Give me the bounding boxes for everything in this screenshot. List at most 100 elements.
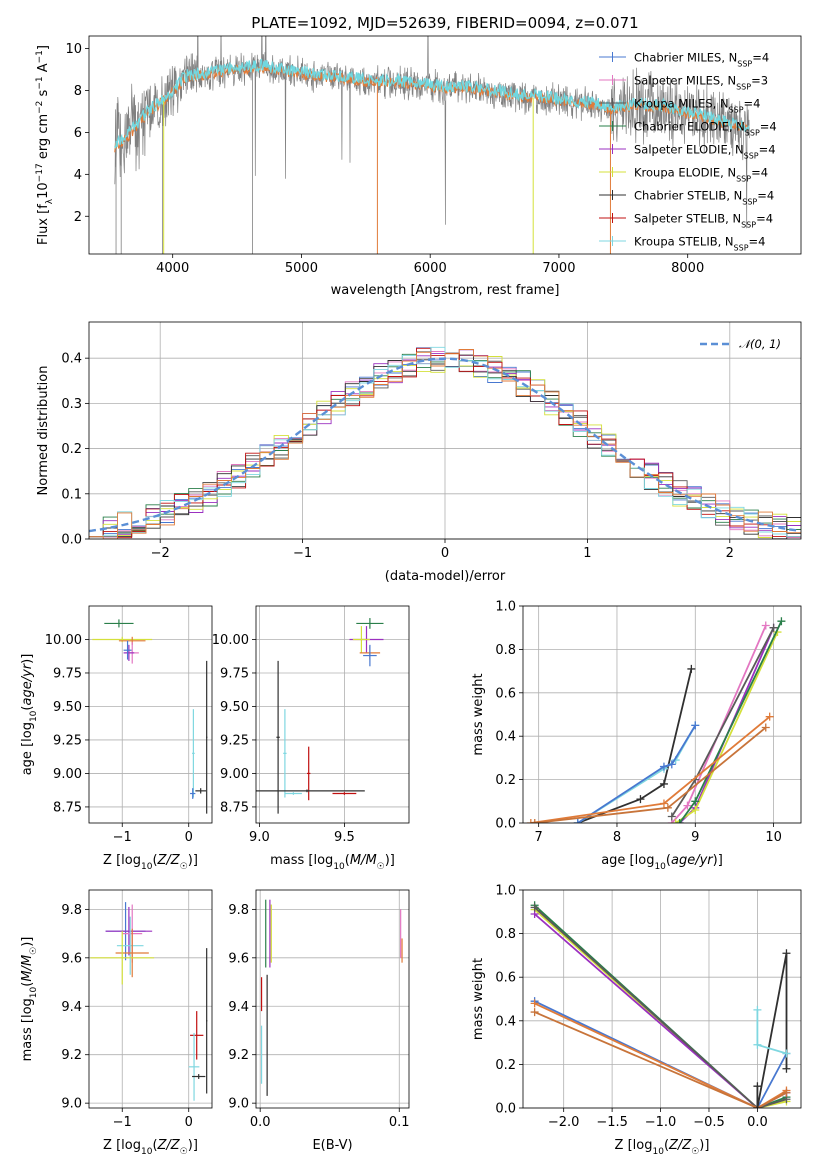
legend-subscript: SSP: [742, 197, 757, 206]
legend-text: Kroupa STELIB, N: [634, 235, 734, 249]
panel-8: −2.0 −1.5 −1.0 −0.5 0.0 0.0 0.2 0.4 0.6 0.8 1.0 Z […: [471, 884, 802, 1157]
legend-label: Salpeter STELIB, NSSP=4: [634, 212, 773, 230]
legend-text: Salpeter STELIB, N: [634, 212, 741, 226]
x-tick-label: 8000: [671, 261, 704, 276]
label-part: age [log: [20, 722, 35, 775]
x-tick-label: 10: [765, 830, 782, 845]
plot-area: [90, 902, 208, 1101]
panel-2: −2 −1 0 1 2 0.0 0.1 0.2 0.3 0.4 (data-model)/error…: [36, 321, 802, 584]
label-part: 10: [36, 182, 51, 199]
series-marker: [659, 779, 668, 788]
legend-label: Chabrier ELODIE, NSSP=4: [634, 120, 777, 138]
label-part: mass [log: [20, 998, 35, 1061]
series-marker: [765, 712, 774, 721]
plot-area: [89, 346, 801, 539]
label-part: ☉: [29, 947, 39, 955]
x-tick-label: 0.0: [250, 1115, 271, 1130]
x-tick-label: 7000: [542, 261, 575, 276]
y-tick-label: 8.75: [53, 800, 82, 815]
series-marker: [636, 795, 645, 804]
y-tick-label: 0.4: [61, 352, 82, 367]
series-marker: [659, 762, 668, 771]
legend-label: Kroupa STELIB, NSSP=4: [634, 235, 765, 253]
y-tick-label: 9.75: [53, 666, 82, 681]
label-part: mass [log: [270, 853, 333, 868]
y-tick-label: 9.4: [228, 1000, 249, 1015]
y-tick-label: 0.8: [495, 927, 516, 942]
x-axis-label: Z [log10(Z/Z☉)]: [103, 1138, 198, 1157]
label-part: ☉: [180, 1147, 188, 1157]
x-axis-label: E(B-V): [312, 1138, 352, 1153]
label-part: ☉: [691, 1147, 699, 1157]
axes-frame: [255, 889, 410, 1109]
x-tick-label: −1.0: [645, 1115, 677, 1130]
legend-subscript: SSP: [745, 128, 760, 137]
y-tick-label: 0.4: [495, 730, 516, 745]
y-tick-label: 0.6: [495, 686, 516, 701]
axes-frame: [88, 35, 802, 255]
label-part: )]: [188, 853, 198, 868]
y-axis-label: mass [log10(M/M☉)]: [20, 937, 39, 1062]
legend-text: Kroupa ELODIE, N: [634, 166, 736, 180]
y-tick-label: 0.6: [495, 971, 516, 986]
label-part: age/yr: [671, 853, 714, 868]
axes-frame: [522, 889, 802, 1109]
label-part: (: [666, 853, 671, 868]
series-marker: [526, 819, 535, 823]
label-part: 10: [141, 862, 153, 872]
label-part: A: [36, 63, 51, 76]
chart-title: PLATE=1092, MJD=52639, FIBERID=0094, z=0…: [251, 14, 638, 32]
legend-text: =4: [756, 212, 773, 226]
legend-subscript: SSP: [729, 105, 744, 114]
axes-frame: [522, 605, 802, 824]
series-marker: [782, 949, 791, 958]
y-tick-label: 2: [74, 210, 82, 225]
y-tick-label: 9.6: [228, 951, 249, 966]
series-marker: [530, 1008, 539, 1017]
label-part: ]: [36, 45, 51, 50]
series-marker: [667, 760, 676, 769]
histogram-step-line: [89, 349, 801, 539]
series-marker: [753, 1082, 762, 1091]
series-marker: [753, 1005, 762, 1014]
y-tick-label: 0.0: [495, 1102, 516, 1117]
series-marker: [667, 812, 676, 821]
label-part: )]: [20, 937, 35, 947]
legend-text: =4: [744, 97, 761, 111]
label-part: −1: [35, 50, 45, 63]
legend-label: Kroupa ELODIE, NSSP=4: [634, 166, 768, 184]
y-tick-label: 9.00: [53, 767, 82, 782]
y-tick-label: 9.25: [220, 733, 249, 748]
y-tick-label: 0.2: [495, 1058, 516, 1073]
x-axis-label: mass [log10(M/M☉)]: [270, 853, 395, 872]
label-part: (: [20, 982, 35, 987]
series-line: [577, 668, 693, 823]
series-marker: [687, 664, 696, 673]
axes-frame: [88, 321, 802, 540]
y-tick-label: 10.00: [212, 633, 249, 648]
label-part: 10: [29, 986, 39, 998]
y-tick-label: 9.8: [228, 903, 249, 918]
label-part: )]: [713, 853, 723, 868]
y-axis-label: Normed distribution: [36, 366, 51, 496]
series-marker: [769, 623, 778, 632]
series-line: [756, 953, 788, 1108]
series-marker: [761, 723, 770, 732]
label-part: )]: [188, 1138, 198, 1153]
legend-label: 𝒩(0, 1): [739, 337, 781, 351]
y-tick-label: 9.6: [61, 951, 82, 966]
x-tick-label: 9.5: [334, 830, 355, 845]
x-tick-label: 7: [535, 830, 543, 845]
x-tick-label: 0: [441, 546, 449, 561]
label-part: ☉: [377, 862, 385, 872]
x-tick-label: 0: [185, 830, 193, 845]
label-part: 10: [654, 862, 666, 872]
label-part: Z/Z: [668, 1138, 692, 1153]
label-part: (: [152, 853, 157, 868]
series-line: [671, 627, 775, 817]
y-tick-label: 0.0: [495, 817, 516, 832]
label-part: )]: [20, 654, 35, 664]
legend-label: Chabrier STELIB, NSSP=4: [634, 189, 774, 207]
